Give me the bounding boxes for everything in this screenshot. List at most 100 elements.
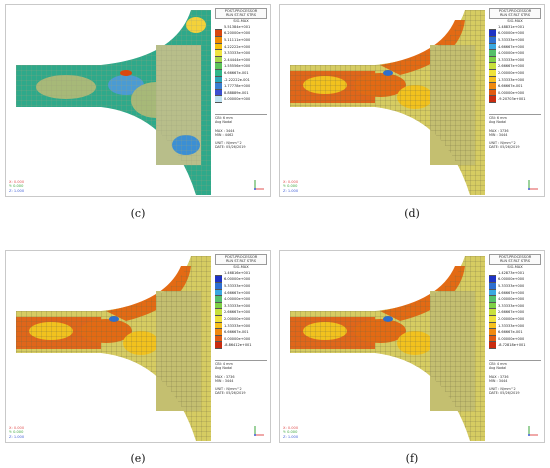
legend-value: 6.20000e+000	[224, 31, 251, 36]
legend-value: 1.46816e+001	[224, 270, 251, 275]
legend-row: 1.33333e+000	[215, 322, 267, 330]
legend-value: 1.33333e+000	[224, 323, 251, 328]
legend-swatch	[215, 302, 222, 310]
legend-value: 3.33333e+000	[224, 51, 251, 56]
legend-row: 4.66667e+000	[489, 43, 541, 51]
legend-row: 3.33333e+000	[215, 50, 267, 57]
legend-value: 4.66667e+000	[498, 290, 525, 295]
axis-triad-icon	[254, 180, 264, 190]
legend-header: POST-PROCESSOR RLN ST.RLT STRS	[489, 254, 541, 265]
info-line: CBI: 4 mm	[215, 362, 233, 366]
legend-value: 6.66667e-001	[498, 84, 523, 89]
view-axes: X: 0.000 Y: 0.000 Z: 1.000	[9, 180, 25, 193]
legend-header: POST-PROCESSOR RLN ST.RLT STRS	[489, 8, 541, 19]
legend-value: 2.44444e+000	[224, 57, 251, 62]
legend-row: 0.00000e+000	[489, 89, 541, 97]
legend-title: SIG-MAX	[507, 18, 523, 23]
plate-shape	[16, 10, 211, 195]
legend-row: 4.00000e+000	[489, 296, 541, 303]
legend-value: 2.66667e+000	[498, 64, 525, 69]
result-info: CBI: 4 mm Avg Nodal MAX : 3736 MIN : 3444 UN…	[215, 360, 267, 396]
legend-row: 1.46816e+001	[215, 269, 267, 277]
stress-contour-plot-c	[16, 10, 211, 195]
info-line: UNIT : N/mm^2	[489, 387, 516, 392]
legend-row: 0.00000e+000	[215, 96, 267, 103]
legend-row: 6.66667e-001	[489, 329, 541, 336]
legend-rows: 5.51384e+001 6.20000e+000 5.11111e+000 4.22…	[215, 23, 267, 103]
legend-row: 6.66667e-001	[215, 329, 267, 336]
info-line: DATE: 05/26/2019	[489, 391, 520, 396]
legend-swatch	[215, 69, 222, 77]
info-line: MAX : 3736	[489, 374, 509, 379]
legend-value: 6.00000e+000	[498, 277, 525, 282]
info-line: MAX : 3444	[215, 128, 235, 133]
legend-row: 5.33333e+000	[489, 37, 541, 44]
info-line: MAX : 3736	[215, 374, 235, 379]
legend-value: 5.33333e+000	[224, 284, 251, 288]
info-line: Avg Nodal	[489, 366, 507, 371]
legend-row: 6.00000e+000	[489, 276, 541, 283]
legend-row: 6.66667e-001	[215, 69, 267, 77]
legend-row: 4.00000e+000	[489, 50, 541, 57]
legend-rows: 1.46816e+001 6.00000e+000 5.33333e+000 4.66…	[215, 269, 267, 349]
caption-f: (f)	[405, 452, 419, 465]
legend-value: 4.66667e+000	[224, 290, 251, 295]
contour-panel-f: POST-PROCESSOR RLN ST.RLT STRS SIG-MAX 1…	[279, 250, 545, 443]
legend-value: 6.66667e-001	[224, 330, 249, 335]
legend-value: 5.33333e+000	[498, 284, 525, 288]
legend-value: 0.00000e+000	[498, 336, 525, 341]
plate-shape	[290, 10, 485, 195]
legend-value: 3.33333e+000	[498, 57, 525, 62]
legend-swatch	[489, 43, 496, 51]
legend-title: SIG-MAX	[233, 18, 249, 23]
legend-swatch	[489, 283, 496, 290]
legend-row: 4.22222e+000	[215, 43, 267, 51]
legend-value: 1.77778e+000	[224, 84, 251, 89]
legend-row: 6.00000e+000	[215, 276, 267, 283]
legend-swatch	[489, 30, 496, 37]
result-info: CBI: 4 mm Avg Nodal MAX : 3736 MIN : 3444 UN…	[489, 360, 541, 396]
legend-swatch	[489, 63, 496, 70]
legend-row: 2.00000e+000	[489, 69, 541, 77]
legend-swatch	[215, 322, 222, 330]
legend-value: 2.00000e+000	[498, 70, 525, 75]
legend-value: 4.66667e+000	[498, 44, 525, 49]
info-line: CBI: 6 mm	[489, 116, 507, 120]
legend-swatch	[215, 335, 222, 343]
legend-row: -9.20703e+001	[489, 96, 541, 103]
legend-value: 1.48831e+001	[498, 24, 525, 29]
contour-panel-e: POST-PROCESSOR RLN ST.RLT STRS SIG-MAX 1…	[5, 250, 271, 443]
legend-row: 2.66667e+000	[489, 309, 541, 316]
legend-value: 4.00000e+000	[224, 297, 251, 302]
axis-triad-icon	[528, 180, 538, 190]
legend-row: 4.66667e+000	[489, 289, 541, 297]
caption-d: (d)	[404, 207, 420, 220]
legend-row: 3.33333e+000	[489, 56, 541, 64]
caption-e: (e)	[130, 452, 146, 465]
legend-swatch	[489, 50, 496, 57]
legend-swatch	[489, 342, 496, 349]
legend-title: SIG-MAX	[233, 264, 249, 269]
contour-panel-c: POST-PROCESSOR RLN ST.RLT STRS SIG-MAX 5…	[5, 4, 271, 197]
legend-title: SIG-MAX	[507, 264, 523, 269]
legend-swatch	[489, 76, 496, 84]
legend-swatch	[215, 63, 222, 70]
info-line: MAX : 3736	[489, 128, 509, 133]
legend-row: 5.33333e+000	[215, 283, 267, 290]
legend-value: -9.20703e+001	[498, 97, 526, 102]
legend-value: 0.00000e+000	[224, 97, 251, 102]
legend-row: 1.77778e+000	[215, 83, 267, 90]
legend-swatch	[489, 322, 496, 330]
legend-swatch	[215, 296, 222, 303]
legend-value: 3.33333e+000	[224, 303, 251, 308]
legend-swatch	[215, 89, 222, 97]
legend-value: 2.00000e+000	[498, 316, 525, 321]
legend-value: -8.86412e+001	[224, 343, 252, 348]
info-line: MIN : 3444	[489, 378, 508, 383]
legend-swatch	[489, 37, 496, 44]
legend-value: 0.00000e+000	[224, 336, 251, 341]
legend-row: 2.00000e+000	[489, 315, 541, 323]
legend-row: -8.86412e+001	[215, 342, 267, 349]
legend-value: 6.66667e-001	[224, 70, 249, 75]
legend-value: 2.66667e+000	[224, 310, 251, 315]
